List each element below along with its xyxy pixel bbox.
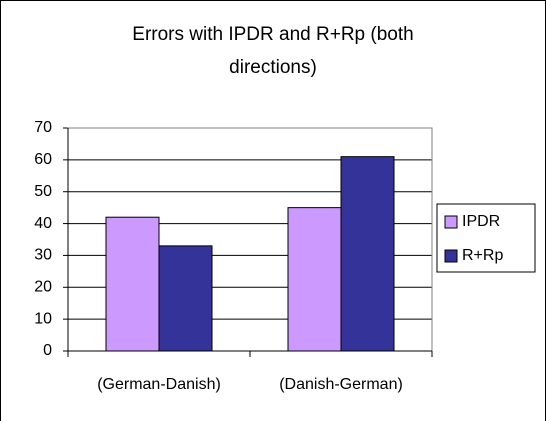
legend-label: IPDR: [462, 213, 500, 230]
y-tick-label: 60: [34, 151, 52, 168]
bar: [105, 216, 160, 352]
y-tick-label: 30: [34, 247, 52, 264]
x-tick-label: (Danish-German): [279, 376, 403, 393]
y-tick-label: 10: [34, 310, 52, 327]
x-tick-label: (German-Danish): [97, 376, 221, 393]
bar: [340, 156, 395, 352]
y-tick-label: 50: [34, 183, 52, 200]
bar: [287, 207, 342, 352]
y-tick-label: 40: [34, 215, 52, 232]
legend-label: R+Rp: [462, 247, 503, 264]
chart-title: Errors with IPDR and R+Rp (both directio…: [132, 24, 414, 78]
y-tick-label: 0: [43, 342, 52, 359]
legend-swatch: [444, 249, 458, 263]
y-tick-label: 70: [34, 119, 52, 136]
bar: [158, 245, 213, 352]
y-tick-label: 20: [34, 279, 52, 296]
legend-swatch: [444, 215, 458, 229]
